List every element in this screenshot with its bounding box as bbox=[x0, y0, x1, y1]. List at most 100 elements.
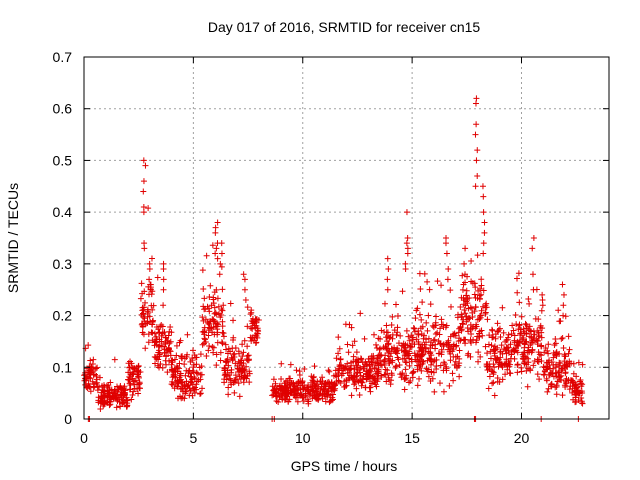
data-point bbox=[140, 188, 147, 195]
data-point bbox=[198, 363, 205, 370]
data-point bbox=[363, 361, 370, 368]
data-point bbox=[407, 344, 414, 351]
data-point bbox=[445, 337, 452, 344]
data-point bbox=[445, 266, 452, 273]
data-point bbox=[167, 348, 174, 355]
data-point bbox=[100, 391, 107, 398]
data-point bbox=[575, 359, 582, 366]
data-point bbox=[311, 363, 318, 370]
data-point bbox=[487, 348, 494, 355]
data-point bbox=[459, 286, 466, 293]
data-point bbox=[177, 372, 184, 379]
y-tick-label: 0.6 bbox=[53, 101, 73, 117]
data-point bbox=[244, 323, 251, 330]
data-point bbox=[539, 325, 546, 332]
data-point bbox=[142, 299, 149, 306]
data-point bbox=[514, 369, 521, 376]
data-point bbox=[317, 378, 324, 385]
data-point bbox=[295, 387, 302, 394]
data-point bbox=[137, 368, 144, 375]
data-point bbox=[112, 392, 119, 399]
data-point bbox=[477, 314, 484, 321]
data-point bbox=[536, 376, 543, 383]
data-point bbox=[577, 376, 584, 383]
data-point bbox=[500, 329, 507, 336]
data-point bbox=[462, 310, 469, 317]
data-point bbox=[501, 361, 508, 368]
data-point bbox=[149, 321, 156, 328]
data-point bbox=[433, 313, 440, 320]
data-point bbox=[156, 342, 163, 349]
data-point bbox=[206, 308, 213, 315]
data-point bbox=[569, 385, 576, 392]
data-point bbox=[275, 399, 282, 406]
data-point bbox=[399, 288, 406, 295]
data-point bbox=[452, 332, 459, 339]
data-point bbox=[341, 384, 348, 391]
data-point bbox=[428, 368, 435, 375]
data-point bbox=[488, 342, 495, 349]
data-point bbox=[353, 370, 360, 377]
data-point bbox=[105, 390, 112, 397]
data-point bbox=[410, 369, 417, 376]
data-point bbox=[523, 338, 530, 345]
data-point bbox=[163, 361, 170, 368]
data-point bbox=[153, 336, 160, 343]
data-point bbox=[216, 271, 223, 278]
data-point bbox=[182, 372, 189, 379]
data-point bbox=[538, 334, 545, 341]
data-point bbox=[431, 357, 438, 364]
data-point bbox=[472, 131, 479, 138]
data-point bbox=[423, 319, 430, 326]
data-point bbox=[417, 325, 424, 332]
data-point bbox=[418, 316, 425, 323]
data-point bbox=[515, 270, 522, 277]
data-point bbox=[117, 382, 124, 389]
data-point bbox=[578, 398, 585, 405]
data-point bbox=[478, 276, 485, 283]
data-point bbox=[514, 349, 521, 356]
data-point bbox=[385, 341, 392, 348]
data-point bbox=[171, 366, 178, 373]
data-point bbox=[506, 370, 513, 377]
data-point bbox=[179, 379, 186, 386]
data-point bbox=[342, 365, 349, 372]
data-point bbox=[489, 380, 496, 387]
data-point bbox=[361, 335, 368, 342]
data-point bbox=[407, 378, 414, 385]
data-point bbox=[419, 350, 426, 357]
data-point bbox=[386, 376, 393, 383]
data-point bbox=[254, 334, 261, 341]
data-point bbox=[310, 373, 317, 380]
data-point bbox=[529, 245, 536, 252]
data-point bbox=[217, 314, 224, 321]
data-point bbox=[230, 317, 237, 324]
data-point bbox=[229, 357, 236, 364]
data-point bbox=[385, 266, 392, 273]
data-point bbox=[394, 354, 401, 361]
data-point bbox=[491, 347, 498, 354]
data-point bbox=[313, 392, 320, 399]
data-point bbox=[140, 310, 147, 317]
data-point bbox=[442, 240, 449, 247]
x-tick-label: 0 bbox=[80, 430, 88, 446]
data-point bbox=[97, 400, 104, 407]
data-point bbox=[499, 304, 506, 311]
data-point bbox=[296, 368, 303, 375]
data-point bbox=[514, 289, 521, 296]
data-point bbox=[473, 323, 480, 330]
data-point bbox=[345, 349, 352, 356]
data-point bbox=[406, 355, 413, 362]
data-point bbox=[502, 371, 509, 378]
data-point bbox=[90, 381, 97, 388]
data-point bbox=[301, 365, 308, 372]
data-point bbox=[403, 209, 410, 216]
data-point bbox=[488, 326, 495, 333]
data-point bbox=[212, 224, 219, 231]
data-point bbox=[504, 366, 511, 373]
data-point bbox=[294, 398, 301, 405]
data-point bbox=[562, 370, 569, 377]
data-point bbox=[128, 396, 135, 403]
data-point bbox=[523, 330, 530, 337]
